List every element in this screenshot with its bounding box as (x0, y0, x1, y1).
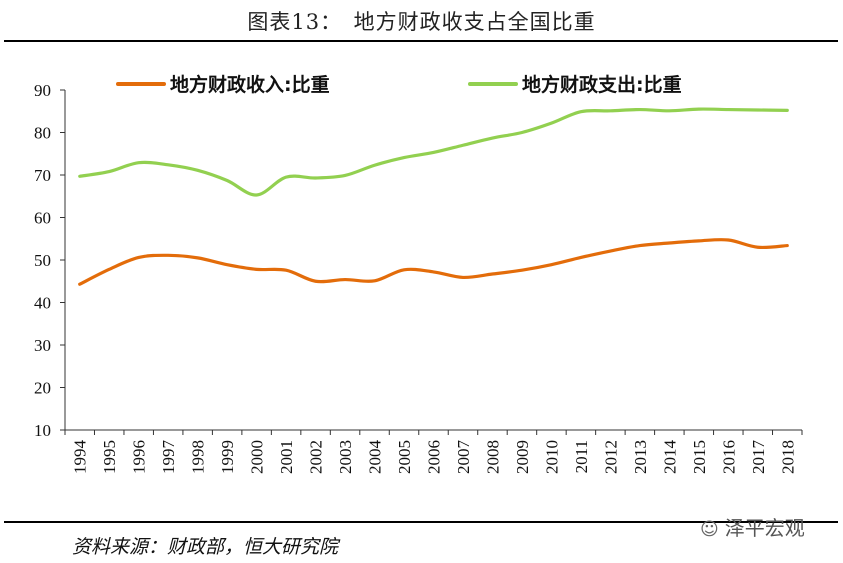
x-tick-label: 2007 (454, 440, 473, 475)
wechat-icon: ☺ (700, 519, 719, 540)
x-tick-label: 2003 (336, 440, 355, 474)
x-tick-label: 2006 (425, 440, 444, 474)
x-tick-label: 2002 (307, 440, 326, 474)
top-rule (4, 40, 838, 42)
x-tick-label: 2012 (601, 440, 620, 474)
x-tick-label: 2015 (690, 440, 709, 474)
y-tick-label: 10 (34, 421, 51, 440)
chart-series (78, 107, 789, 286)
y-tick-label: 80 (34, 124, 51, 143)
x-tick-label: 1997 (159, 440, 178, 475)
watermark: ☺ 泽平宏观 (700, 512, 805, 541)
x-tick-label: 1998 (189, 440, 208, 474)
legend-label: 地方财政收入:比重 (170, 73, 330, 96)
x-tick-label: 2001 (277, 440, 296, 474)
y-tick-label: 20 (34, 379, 51, 398)
x-tick-label: 2000 (248, 440, 267, 474)
legend-label: 地方财政支出:比重 (522, 73, 682, 96)
figure-title: 图表13： 地方财政收支占全国比重 (247, 10, 596, 34)
x-tick-label: 2018 (778, 440, 797, 474)
y-tick-label: 70 (34, 166, 51, 185)
chart-axes: 10 20 30 40 50 60 70 80 90 1994 1995 1996 1997 1998 19… (34, 81, 803, 475)
x-tick-label: 2014 (660, 440, 679, 475)
x-tick-label: 2008 (483, 440, 502, 474)
x-tick-label: 2005 (395, 440, 414, 474)
x-tick-label: 2013 (631, 440, 650, 474)
y-tick-label: 60 (34, 209, 51, 228)
x-tick-label: 2011 (572, 440, 591, 473)
x-tick-label: 2009 (513, 440, 532, 474)
x-tick-label: 2016 (719, 440, 738, 474)
y-tick-label: 40 (34, 294, 51, 313)
x-tick-label: 1999 (218, 440, 237, 474)
watermark-text: 泽平宏观 (724, 516, 805, 540)
x-tick-label: 2010 (542, 440, 561, 474)
chart-legend: 地方财政收入:比重 地方财政支出:比重 (116, 73, 682, 96)
x-tick-label: 2004 (366, 440, 385, 475)
x-tick-label: 1996 (130, 440, 149, 474)
source-note: 资料来源：财政部，恒大研究院 (72, 536, 339, 558)
y-tick-label: 50 (34, 251, 51, 270)
x-tick-label: 2017 (749, 440, 768, 475)
y-tick-label: 30 (34, 336, 51, 355)
y-tick-label: 90 (34, 81, 51, 100)
series-line-local-revenue-share (78, 238, 789, 286)
line-chart: 10 20 30 40 50 60 70 80 90 1994 1995 1996 1997 1998 19… (34, 73, 803, 475)
series-line-local-expenditure-share (78, 107, 789, 197)
bottom-rule (4, 521, 838, 523)
x-tick-label: 1995 (100, 440, 119, 474)
x-tick-label: 1994 (71, 440, 90, 475)
